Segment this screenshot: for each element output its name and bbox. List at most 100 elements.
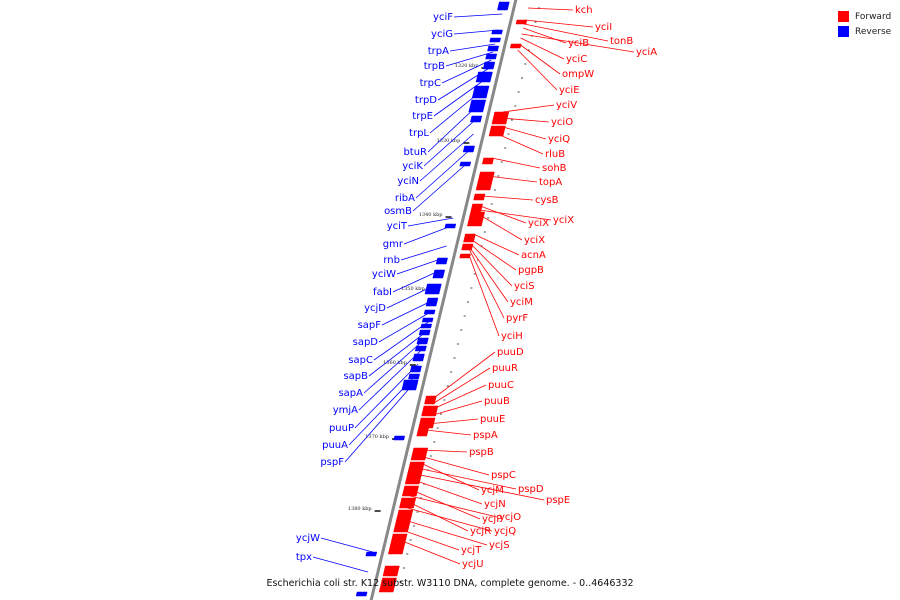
forward-gene-block[interactable] (382, 565, 400, 577)
forward-gene-label[interactable]: ycjS (489, 540, 510, 551)
forward-gene-block[interactable] (509, 43, 522, 49)
forward-gene-block[interactable] (515, 19, 528, 25)
forward-gene-label[interactable]: puuR (492, 363, 518, 374)
reverse-gene-label[interactable]: yciN (397, 176, 419, 187)
reverse-gene-label[interactable]: sapB (343, 371, 368, 382)
reverse-gene-block[interactable] (401, 379, 419, 391)
forward-gene-block[interactable] (378, 577, 397, 593)
forward-gene-label[interactable]: yciV (556, 100, 577, 111)
forward-gene-label[interactable]: yciX (553, 215, 574, 226)
reverse-gene-label[interactable]: puuA (322, 440, 348, 451)
forward-gene-label[interactable]: ycjQ (494, 526, 516, 537)
forward-gene-block[interactable] (481, 157, 495, 165)
legend-forward[interactable]: Forward (838, 9, 891, 24)
forward-gene-label[interactable]: ycjM (481, 485, 504, 496)
forward-gene-label[interactable]: yciM (510, 297, 533, 308)
reverse-gene-label[interactable]: yciF (433, 12, 453, 23)
reverse-gene-block[interactable] (365, 551, 378, 557)
reverse-gene-label[interactable]: ymjA (333, 405, 358, 416)
reverse-gene-label[interactable]: yciW (372, 269, 396, 280)
forward-gene-block[interactable] (475, 171, 495, 191)
reverse-gene-block[interactable] (482, 61, 496, 70)
forward-gene-label[interactable]: yciX (528, 218, 549, 229)
forward-gene-block[interactable] (467, 211, 486, 227)
reverse-gene-block[interactable] (408, 373, 420, 380)
forward-gene-label[interactable]: tonB (610, 36, 633, 47)
reverse-gene-label[interactable]: ycjW (296, 533, 320, 544)
reverse-gene-block[interactable] (412, 353, 425, 362)
reverse-gene-label[interactable]: ribA (395, 193, 415, 204)
reverse-gene-label[interactable]: yciK (402, 161, 423, 172)
forward-gene-label[interactable]: cysB (535, 195, 559, 206)
reverse-gene-block[interactable] (459, 161, 472, 167)
reverse-gene-block[interactable] (421, 317, 434, 323)
reverse-gene-block[interactable] (409, 365, 422, 373)
forward-gene-label[interactable]: yciO (551, 117, 573, 128)
forward-gene-label[interactable]: yciC (566, 54, 587, 65)
reverse-gene-label[interactable]: sapA (338, 388, 363, 399)
forward-gene-label[interactable]: puuE (480, 414, 505, 425)
forward-gene-label[interactable]: pspB (469, 447, 494, 458)
reverse-gene-label[interactable]: yciT (387, 221, 408, 232)
forward-gene-label[interactable]: pspC (491, 470, 516, 481)
reverse-gene-label[interactable]: trpD (415, 95, 437, 106)
forward-gene-block[interactable] (491, 111, 510, 125)
forward-gene-label[interactable]: topA (539, 177, 562, 188)
reverse-gene-label[interactable]: yciG (431, 29, 453, 40)
reverse-gene-block[interactable] (487, 45, 500, 52)
reverse-gene-label[interactable]: sapF (358, 320, 382, 331)
forward-gene-label[interactable]: rluB (545, 149, 565, 160)
reverse-gene-label[interactable]: pspF (320, 457, 344, 468)
reverse-gene-block[interactable] (491, 29, 503, 35)
forward-gene-block[interactable] (470, 203, 483, 213)
reverse-gene-label[interactable]: trpB (424, 61, 445, 72)
forward-gene-label[interactable]: ycjP (482, 514, 502, 525)
forward-gene-label[interactable]: yciS (514, 281, 535, 292)
reverse-gene-block[interactable] (425, 297, 439, 307)
forward-gene-label[interactable]: yciH (501, 331, 523, 342)
reverse-gene-label[interactable]: fabI (373, 287, 392, 298)
forward-gene-label[interactable]: yciA (636, 47, 657, 58)
reverse-gene-block[interactable] (497, 1, 510, 11)
reverse-gene-label[interactable]: osmB (384, 206, 412, 217)
forward-gene-label[interactable]: ompW (562, 69, 594, 80)
reverse-gene-label[interactable]: trpE (412, 111, 433, 122)
forward-gene-label[interactable]: pgpB (518, 265, 544, 276)
forward-gene-label[interactable]: sohB (542, 163, 567, 174)
forward-gene-label[interactable]: ycjT (461, 545, 482, 556)
forward-gene-label[interactable]: ycjR (470, 526, 491, 537)
forward-gene-label[interactable]: acnA (521, 250, 546, 261)
reverse-gene-label[interactable]: trpL (409, 128, 429, 139)
reverse-gene-label[interactable]: sapD (353, 337, 379, 348)
forward-gene-label[interactable]: yciI (595, 22, 612, 33)
reverse-gene-label[interactable]: gmr (383, 239, 404, 250)
reverse-gene-block[interactable] (475, 71, 493, 83)
forward-gene-block[interactable] (399, 497, 417, 509)
forward-gene-block[interactable] (401, 485, 419, 497)
reverse-gene-label[interactable]: sapC (348, 355, 373, 366)
forward-gene-label[interactable]: pspA (473, 430, 498, 441)
forward-gene-block[interactable] (387, 543, 406, 555)
reverse-gene-label[interactable]: rnb (383, 255, 400, 266)
forward-gene-block[interactable] (418, 417, 436, 429)
forward-gene-block[interactable] (488, 125, 506, 137)
reverse-gene-block[interactable] (414, 345, 427, 352)
forward-gene-label[interactable]: yciE (559, 85, 580, 96)
forward-gene-block[interactable] (390, 533, 408, 545)
reverse-gene-block[interactable] (489, 37, 501, 43)
reverse-gene-label[interactable]: trpA (428, 46, 449, 57)
forward-gene-block[interactable] (393, 521, 411, 533)
reverse-gene-block[interactable] (485, 53, 498, 60)
reverse-gene-block[interactable] (393, 435, 406, 441)
forward-gene-label[interactable]: ycjU (462, 559, 484, 570)
forward-gene-block[interactable] (473, 193, 486, 201)
forward-gene-block[interactable] (459, 253, 471, 259)
forward-gene-label[interactable]: yciX (524, 235, 545, 246)
reverse-gene-label[interactable]: tpx (296, 552, 312, 563)
reverse-gene-label[interactable]: ycjD (364, 303, 386, 314)
forward-gene-label[interactable]: pspD (518, 484, 544, 495)
forward-gene-label[interactable]: pspE (546, 495, 570, 506)
forward-gene-label[interactable]: pyrF (506, 313, 528, 324)
reverse-gene-block[interactable] (462, 145, 475, 153)
forward-gene-label[interactable]: ycjN (484, 499, 506, 510)
